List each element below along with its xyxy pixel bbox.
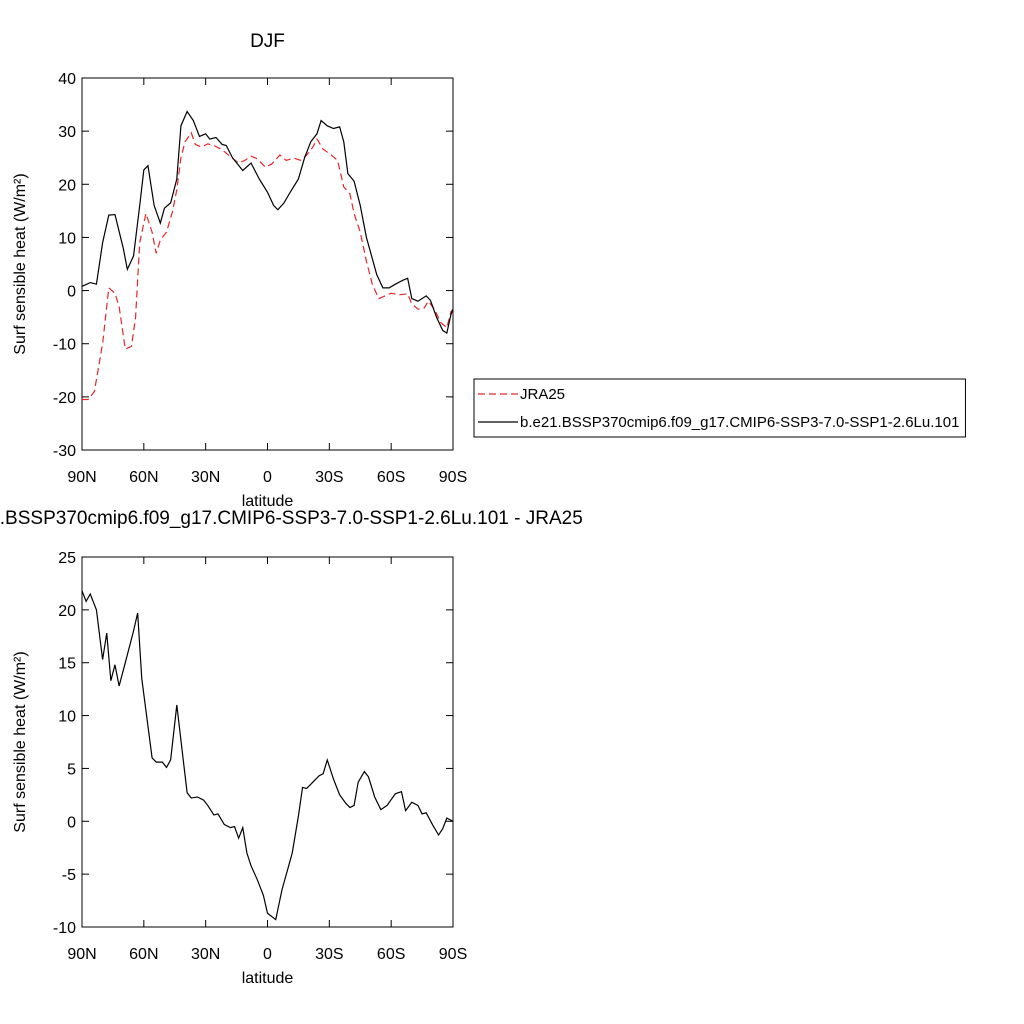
x-tick-label: 90S (439, 946, 467, 963)
x-tick-label: 60N (129, 946, 158, 963)
x-tick-label: 90N (67, 469, 96, 486)
y-tick-label: 40 (58, 71, 76, 88)
data-line (82, 131, 454, 401)
plot-frame (81, 556, 454, 928)
legend-frame (473, 378, 966, 438)
x-tick-label: 90S (439, 469, 467, 486)
x-tick-label: 30S (315, 946, 343, 963)
plot: DJF 90N 60N 30N 0 30S 60S 90S -30 -20 -10 0 10 20 30 40… (12, 31, 966, 510)
y-tick-label: 0 (67, 284, 76, 301)
plot: b.e21.BSSP370cmip6.f09_g17.CMIP6-SSP3-7.… (0, 508, 583, 987)
chart-title: b.e21.BSSP370cmip6.f09_g17.CMIP6-SSP3-7.… (0, 508, 583, 529)
legend: JRA25 b.e21.BSSP370cmip6.f09_g17.CMIP6-SS… (473, 378, 966, 438)
y-axis-title: Surf sensible heat (W/m²) (12, 173, 29, 354)
chart-title: DJF (250, 31, 285, 52)
y-tick-label: 0 (67, 814, 76, 831)
y-tick-label: 10 (58, 230, 76, 247)
x-tick-label: 60N (129, 469, 158, 486)
y-tick-label: 25 (58, 550, 76, 567)
data-line (81, 110, 454, 335)
y-axis-title: Surf sensible heat (W/m²) (12, 651, 29, 832)
y-tick-label: -10 (53, 920, 76, 937)
y-tick-label: 20 (58, 603, 76, 620)
legend-label: b.e21.BSSP370cmip6.f09_g17.CMIP6-SSP3-7.… (520, 414, 959, 431)
y-tick-label: -30 (53, 443, 76, 460)
y-tick-label: 10 (58, 709, 76, 726)
x-axis-title: latitude (242, 970, 294, 987)
y-tick-label: 30 (58, 124, 76, 141)
y-tick-label: 15 (58, 656, 76, 673)
legend-label: JRA25 (520, 386, 565, 403)
x-tick-label: 0 (263, 469, 272, 486)
x-tick-label: 30N (191, 469, 220, 486)
plot-frame (81, 77, 454, 451)
x-tick-label: 30N (191, 946, 220, 963)
y-tick-label: -10 (53, 337, 76, 354)
y-tick-label: 20 (58, 177, 76, 194)
x-tick-label: 60S (377, 469, 405, 486)
x-tick-label: 90N (67, 946, 96, 963)
y-tick-label: -20 (53, 390, 76, 407)
x-axis-title: latitude (242, 493, 294, 510)
x-tick-label: 60S (377, 946, 405, 963)
y-tick-label: -5 (62, 867, 76, 884)
data-line (81, 590, 454, 921)
x-tick-label: 30S (315, 469, 343, 486)
y-tick-label: 5 (67, 761, 76, 778)
x-tick-label: 0 (263, 946, 272, 963)
